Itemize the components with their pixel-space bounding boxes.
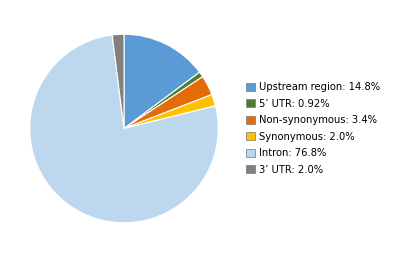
Wedge shape [124,72,203,128]
Wedge shape [124,77,212,128]
Wedge shape [124,95,216,128]
Wedge shape [112,34,124,128]
Legend: Upstream region: 14.8%, 5’ UTR: 0.92%, Non-synonymous: 3.4%, Synonymous: 2.0%, I: Upstream region: 14.8%, 5’ UTR: 0.92%, N… [245,81,381,176]
Wedge shape [124,34,200,128]
Wedge shape [30,35,218,223]
